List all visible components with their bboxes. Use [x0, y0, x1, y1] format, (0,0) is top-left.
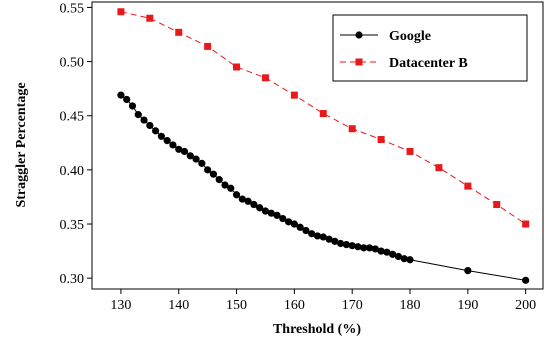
data-point-google [123, 95, 131, 104]
x-tick-label: 140 [168, 298, 189, 313]
data-point-google [354, 243, 362, 251]
legend-marker-datacenter-b [355, 58, 363, 66]
y-tick-label: 0.45 [60, 110, 85, 125]
x-tick-label: 130 [110, 298, 131, 313]
data-point-google [319, 233, 327, 241]
data-point-google [169, 141, 177, 149]
data-point-google [146, 121, 154, 130]
data-point-google [337, 239, 345, 248]
series-layer [117, 8, 530, 284]
data-point-datacenter-b [348, 125, 356, 133]
x-tick-label: 200 [515, 298, 536, 313]
data-point-google [522, 276, 530, 284]
data-point-google [267, 209, 275, 217]
x-tick-label: 150 [226, 298, 247, 313]
plot-frame [91, 1, 544, 290]
data-point-datacenter-b [406, 147, 414, 155]
data-point-datacenter-b [233, 63, 241, 71]
data-point-google [238, 195, 246, 203]
data-point-google [261, 207, 270, 215]
data-point-google [221, 181, 229, 189]
series-google [117, 91, 530, 284]
data-point-google [273, 211, 281, 219]
legend-label-google: Google [389, 29, 431, 44]
data-point-google [331, 237, 339, 245]
legend: Google Datacenter B [332, 14, 528, 82]
data-point-google [198, 159, 206, 167]
y-tick-label: 0.30 [60, 272, 85, 287]
data-point-google [284, 218, 293, 226]
data-point-google [244, 197, 252, 205]
x-tick-label: 190 [457, 298, 478, 313]
data-point-google [128, 102, 137, 110]
data-point-google [406, 256, 414, 264]
data-point-datacenter-b [290, 91, 298, 99]
data-point-google [383, 248, 391, 256]
data-point-google [464, 266, 472, 275]
data-point-google [157, 132, 165, 140]
data-point-datacenter-b [522, 220, 530, 228]
data-point-google [209, 170, 218, 178]
data-point-google [163, 137, 171, 145]
y-axis-label: Straggler Percentage [14, 82, 29, 207]
data-point-google [348, 242, 356, 250]
legend-marker-google [355, 31, 363, 39]
data-point-google [302, 226, 310, 235]
data-point-google [186, 152, 194, 160]
series-line-datacenter-b [120, 11, 526, 225]
data-point-datacenter-b [435, 164, 443, 172]
data-point-google [365, 244, 374, 252]
data-point-google [313, 232, 322, 240]
data-point-datacenter-b [204, 42, 212, 50]
data-point-datacenter-b [117, 8, 125, 16]
data-point-google [204, 166, 212, 174]
data-point-datacenter-b [146, 14, 154, 22]
data-point-google [134, 111, 142, 119]
data-point-google [215, 176, 223, 184]
x-tick-label: 160 [284, 298, 305, 313]
data-point-google [296, 223, 304, 231]
x-tick-label: 170 [342, 298, 363, 313]
data-point-google [180, 147, 189, 156]
data-point-google [394, 252, 403, 261]
series-datacenter-b [117, 8, 530, 228]
data-point-google [308, 230, 316, 238]
y-tick-label: 0.40 [60, 164, 85, 179]
data-point-google [389, 250, 397, 258]
data-point-google [192, 155, 200, 163]
x-axis-label: Threshold (%) [273, 322, 361, 337]
data-point-google [175, 145, 183, 153]
data-point-google [227, 184, 235, 192]
x-tick-label: 180 [400, 298, 421, 313]
data-point-google [371, 245, 379, 253]
data-point-google [232, 191, 241, 199]
data-point-datacenter-b [377, 136, 385, 144]
data-point-datacenter-b [493, 201, 501, 209]
data-point-google [290, 220, 298, 228]
data-point-datacenter-b [319, 110, 327, 118]
data-point-google [377, 247, 385, 255]
data-point-google [279, 215, 287, 223]
data-point-google [250, 200, 258, 209]
y-tick-label: 0.50 [60, 56, 85, 71]
data-point-google [140, 116, 148, 124]
data-point-google [152, 127, 160, 135]
data-point-google [325, 235, 333, 243]
legend-label-datacenter-b: Datacenter B [389, 56, 468, 71]
axis-ticks [87, 6, 527, 294]
axis-tick-labels: 130 140 150 160 170 180 190 200 0.30 0.35 0.40 0.45… [60, 1, 537, 313]
legend-box [332, 14, 528, 82]
data-point-google [256, 204, 264, 212]
data-point-google [400, 255, 408, 263]
data-point-datacenter-b [175, 28, 183, 36]
y-tick-label: 0.55 [60, 1, 85, 16]
data-point-google [342, 240, 351, 249]
data-point-datacenter-b [261, 74, 269, 82]
data-point-datacenter-b [464, 182, 472, 190]
data-point-google [117, 91, 125, 99]
data-point-google [360, 244, 368, 252]
y-tick-label: 0.35 [60, 218, 85, 233]
